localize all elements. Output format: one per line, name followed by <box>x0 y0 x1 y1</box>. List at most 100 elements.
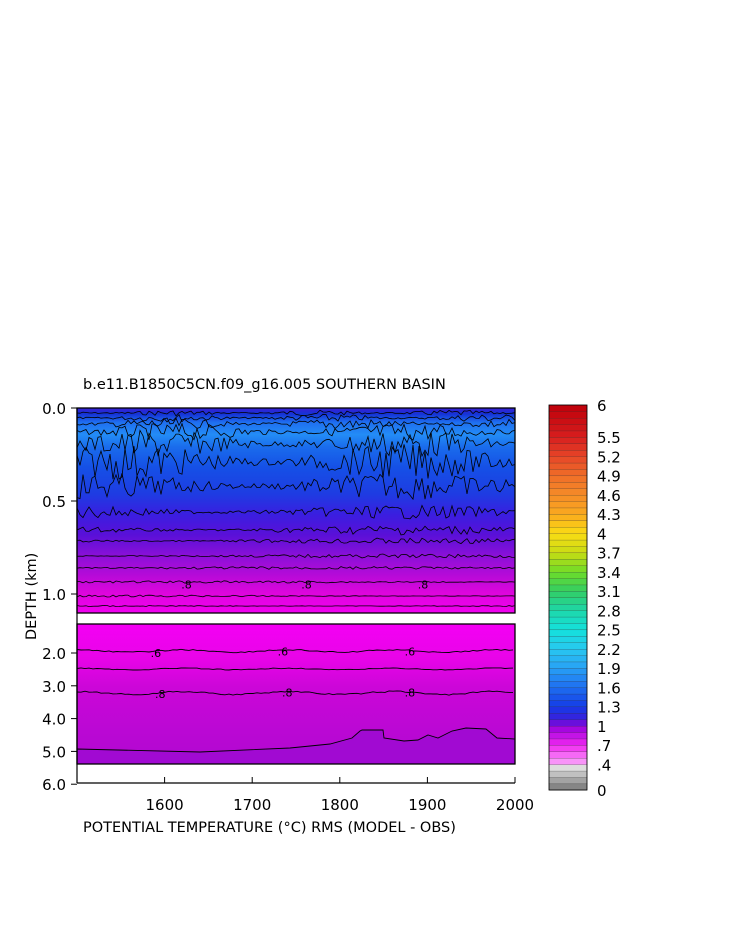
upper-contour-line <box>76 504 516 520</box>
colorbar-swatch <box>548 667 588 675</box>
colorbar-swatch <box>548 783 588 791</box>
colorbar-swatch <box>548 578 588 586</box>
colorbar-swatch <box>548 744 588 752</box>
colorbar-label: 1.6 <box>597 679 621 697</box>
x-tick-label: 1900 <box>408 796 446 814</box>
contour-label: .8 <box>418 579 429 592</box>
colorbar-swatch <box>548 507 588 515</box>
colorbar-swatch <box>548 449 588 457</box>
colorbar-label: 4.6 <box>597 487 621 505</box>
upper-contour-labels: .8 .8 .8 <box>181 579 428 592</box>
y-tick-label: 0.5 <box>42 493 66 511</box>
colorbar-swatch <box>548 590 588 598</box>
colorbar-swatch <box>548 558 588 566</box>
y-tick-label: 1.0 <box>42 586 66 604</box>
colorbar-swatch <box>548 725 588 733</box>
colorbar-label: 2.5 <box>597 622 621 640</box>
colorbar-label: 1 <box>597 718 607 736</box>
upper-contour-line <box>77 580 516 584</box>
contour-label: .8 <box>301 579 312 592</box>
colorbar-swatch <box>548 693 588 701</box>
colorbar-label: 3.4 <box>597 564 621 582</box>
upper-contour-line <box>76 444 516 480</box>
colorbar-swatch <box>548 494 588 502</box>
x-tick-label: 2000 <box>496 796 534 814</box>
colorbar-swatch <box>548 411 588 419</box>
colorbar-label: 5.2 <box>597 448 621 466</box>
colorbar-swatch <box>548 456 588 464</box>
colorbar-label: 1.3 <box>597 699 621 717</box>
y-tick-label: 3.0 <box>42 678 66 696</box>
y-tick-label: 0.0 <box>42 400 66 418</box>
colorbar-swatch <box>548 481 588 489</box>
colorbar-label: 4.3 <box>597 506 621 524</box>
colorbar-swatch <box>548 661 588 669</box>
y-axis-ticks: 0.0 0.5 1.0 2.0 3.0 4.0 5.0 6.0 <box>42 400 77 794</box>
deep-contour-region <box>76 727 516 765</box>
colorbar-swatch <box>548 674 588 682</box>
contour-label: .6 <box>405 645 416 658</box>
colorbar-label: 2.8 <box>597 602 621 620</box>
colorbar-swatch <box>548 757 588 765</box>
colorbar-swatch <box>548 648 588 656</box>
upper-contour-line <box>76 525 516 536</box>
y-axis-label: DEPTH (km) <box>24 553 40 640</box>
colorbar-swatch <box>548 526 588 534</box>
colorbar-swatch <box>548 777 588 785</box>
contour-label: .8 <box>181 579 192 592</box>
y-tick-label: 5.0 <box>42 743 66 761</box>
x-tick-label: 1800 <box>321 796 359 814</box>
y-tick-label: 4.0 <box>42 711 66 729</box>
x-tick-label: 1700 <box>233 796 271 814</box>
colorbar-swatch <box>548 597 588 605</box>
colorbar-swatch <box>548 732 588 740</box>
x-axis-ticks: 1600 1700 1800 1900 2000 <box>146 777 534 814</box>
contour-label: .6 <box>278 645 289 658</box>
upper-contour-line <box>76 537 516 545</box>
x-tick-label: 1600 <box>146 796 184 814</box>
colorbar-swatch <box>548 610 588 618</box>
colorbar-labels: 65.55.24.94.64.343.73.43.12.82.52.21.91.… <box>597 397 621 800</box>
colorbar-swatch <box>548 552 588 560</box>
contour-label: .8 <box>282 686 293 699</box>
colorbar <box>548 404 588 791</box>
colorbar-swatch <box>548 635 588 643</box>
lower-panel: .6 .6 .6 .8 .8 .8 <box>76 623 516 765</box>
upper-contour-line <box>76 409 516 417</box>
colorbar-swatch <box>548 616 588 624</box>
colorbar-swatch <box>548 539 588 547</box>
colorbar-swatch <box>548 770 588 778</box>
contour-label: .8 <box>155 688 166 701</box>
colorbar-label: 1.9 <box>597 660 621 678</box>
upper-contour-line <box>76 604 516 608</box>
colorbar-swatch <box>548 642 588 650</box>
colorbar-swatch <box>548 623 588 631</box>
colorbar-swatch <box>548 424 588 432</box>
lower-contour-line <box>76 690 513 696</box>
colorbar-swatch <box>548 700 588 708</box>
upper-contour-line <box>76 594 516 598</box>
colorbar-swatch <box>548 764 588 772</box>
colorbar-swatch <box>548 584 588 592</box>
colorbar-swatch <box>548 430 588 438</box>
lower-contour-line <box>76 667 514 671</box>
colorbar-label: 5.5 <box>597 429 621 447</box>
upper-contour-line <box>76 553 516 559</box>
colorbar-label: 4 <box>597 525 607 543</box>
colorbar-label: 2.2 <box>597 641 621 659</box>
contour-label: .6 <box>151 647 162 660</box>
colorbar-swatch <box>548 436 588 444</box>
colorbar-swatch <box>548 706 588 714</box>
upper-contour-line <box>76 413 516 423</box>
colorbar-swatch <box>548 513 588 521</box>
contour-label: .8 <box>405 686 416 699</box>
colorbar-label: 3.7 <box>597 545 621 563</box>
colorbar-swatch <box>548 417 588 425</box>
colorbar-label: 3.1 <box>597 583 621 601</box>
colorbar-swatch <box>548 603 588 611</box>
colorbar-swatch <box>548 629 588 637</box>
colorbar-swatch <box>548 712 588 720</box>
colorbar-swatch <box>548 546 588 554</box>
lower-contour-labels: .6 .6 .6 .8 .8 .8 <box>151 645 416 701</box>
